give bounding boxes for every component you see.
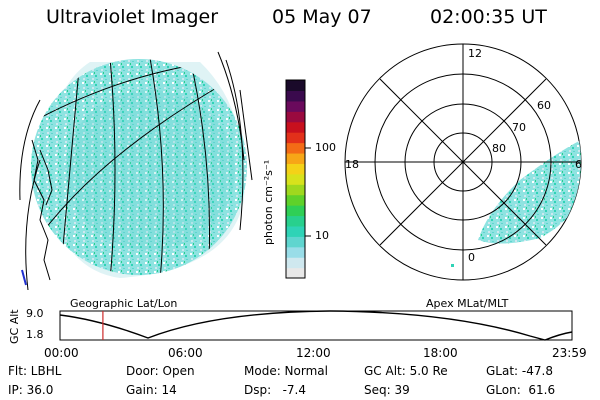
colorbar-frame [285, 79, 306, 279]
date-label: 05 May 07 [272, 6, 372, 28]
info-seq: Seq: 39 [364, 383, 410, 397]
info-flt: Flt: LBHL [8, 364, 62, 378]
colorbar-segment [286, 246, 305, 258]
mlt-label-12: 12 [468, 47, 482, 60]
colorbar-segment [286, 194, 305, 206]
xtick-1200: 12:00 [296, 346, 331, 360]
colorbar-segment [286, 184, 305, 196]
colorbar-segment [286, 121, 305, 133]
info-glon: GLon: 61.6 [486, 383, 556, 397]
colorbar-segment [286, 100, 305, 112]
colorbar-segment [286, 80, 305, 92]
colorbar-segment [286, 257, 305, 269]
colorbar-segment [286, 236, 305, 248]
colorbar-segment [286, 267, 305, 279]
colorbar [285, 79, 306, 279]
lat-label-80: 80 [492, 142, 506, 155]
xtick-2359: 23:59 [552, 346, 587, 360]
altitude-plot [59, 310, 573, 341]
colorbar-segment [286, 152, 305, 164]
xtick-1800: 18:00 [423, 346, 458, 360]
colorbar-tick-10: 10 [315, 229, 329, 242]
info-glat: GLat: -47.8 [486, 364, 553, 378]
instrument-title: Ultraviolet Imager [46, 6, 219, 28]
info-gc-alt: GC Alt: 5.0 Re [364, 364, 448, 378]
colorbar-segment [286, 215, 305, 227]
colorbar-label: photon cm⁻²s⁻¹ [262, 159, 275, 245]
time-label: 02:00:35 UT [430, 6, 547, 28]
colorbar-segment [286, 90, 305, 102]
image-disk [21, 59, 247, 286]
lat-label-60: 60 [537, 99, 551, 112]
info-door: Door: Open [126, 364, 195, 378]
colorbar-segment [286, 225, 305, 237]
xtick-0600: 06:00 [168, 346, 203, 360]
ytick-1.8: 1.8 [26, 328, 44, 341]
mlt-label-0: 0 [468, 251, 475, 264]
colorbar-segment [286, 173, 305, 185]
mlt-label-18: 18 [345, 158, 359, 171]
colorbar-tick-100: 100 [315, 141, 336, 154]
apex-label: Apex MLat/MLT [426, 297, 509, 310]
polar-plot [344, 43, 582, 281]
outer-grid [19, 51, 253, 291]
info-ip: IP: 36.0 [8, 383, 54, 397]
info-gain: Gain: 14 [126, 383, 177, 397]
colorbar-segment [286, 205, 305, 217]
colorbar-segment [286, 132, 305, 144]
colorbar-segment [286, 142, 305, 154]
ytick-9: 9.0 [26, 307, 44, 320]
lat-label-70: 70 [512, 121, 526, 134]
info-dsp: Dsp: -7.4 [244, 383, 307, 397]
colorbar-segment [286, 163, 305, 175]
info-mode: Mode: Normal [244, 364, 328, 378]
xtick-0000: 00:00 [44, 346, 79, 360]
geographic-label: Geographic Lat/Lon [70, 297, 178, 310]
colorbar-segment [286, 111, 305, 123]
mlt-label-6: 6 [575, 158, 582, 171]
gc-alt-ylabel: GC Alt [8, 309, 21, 344]
